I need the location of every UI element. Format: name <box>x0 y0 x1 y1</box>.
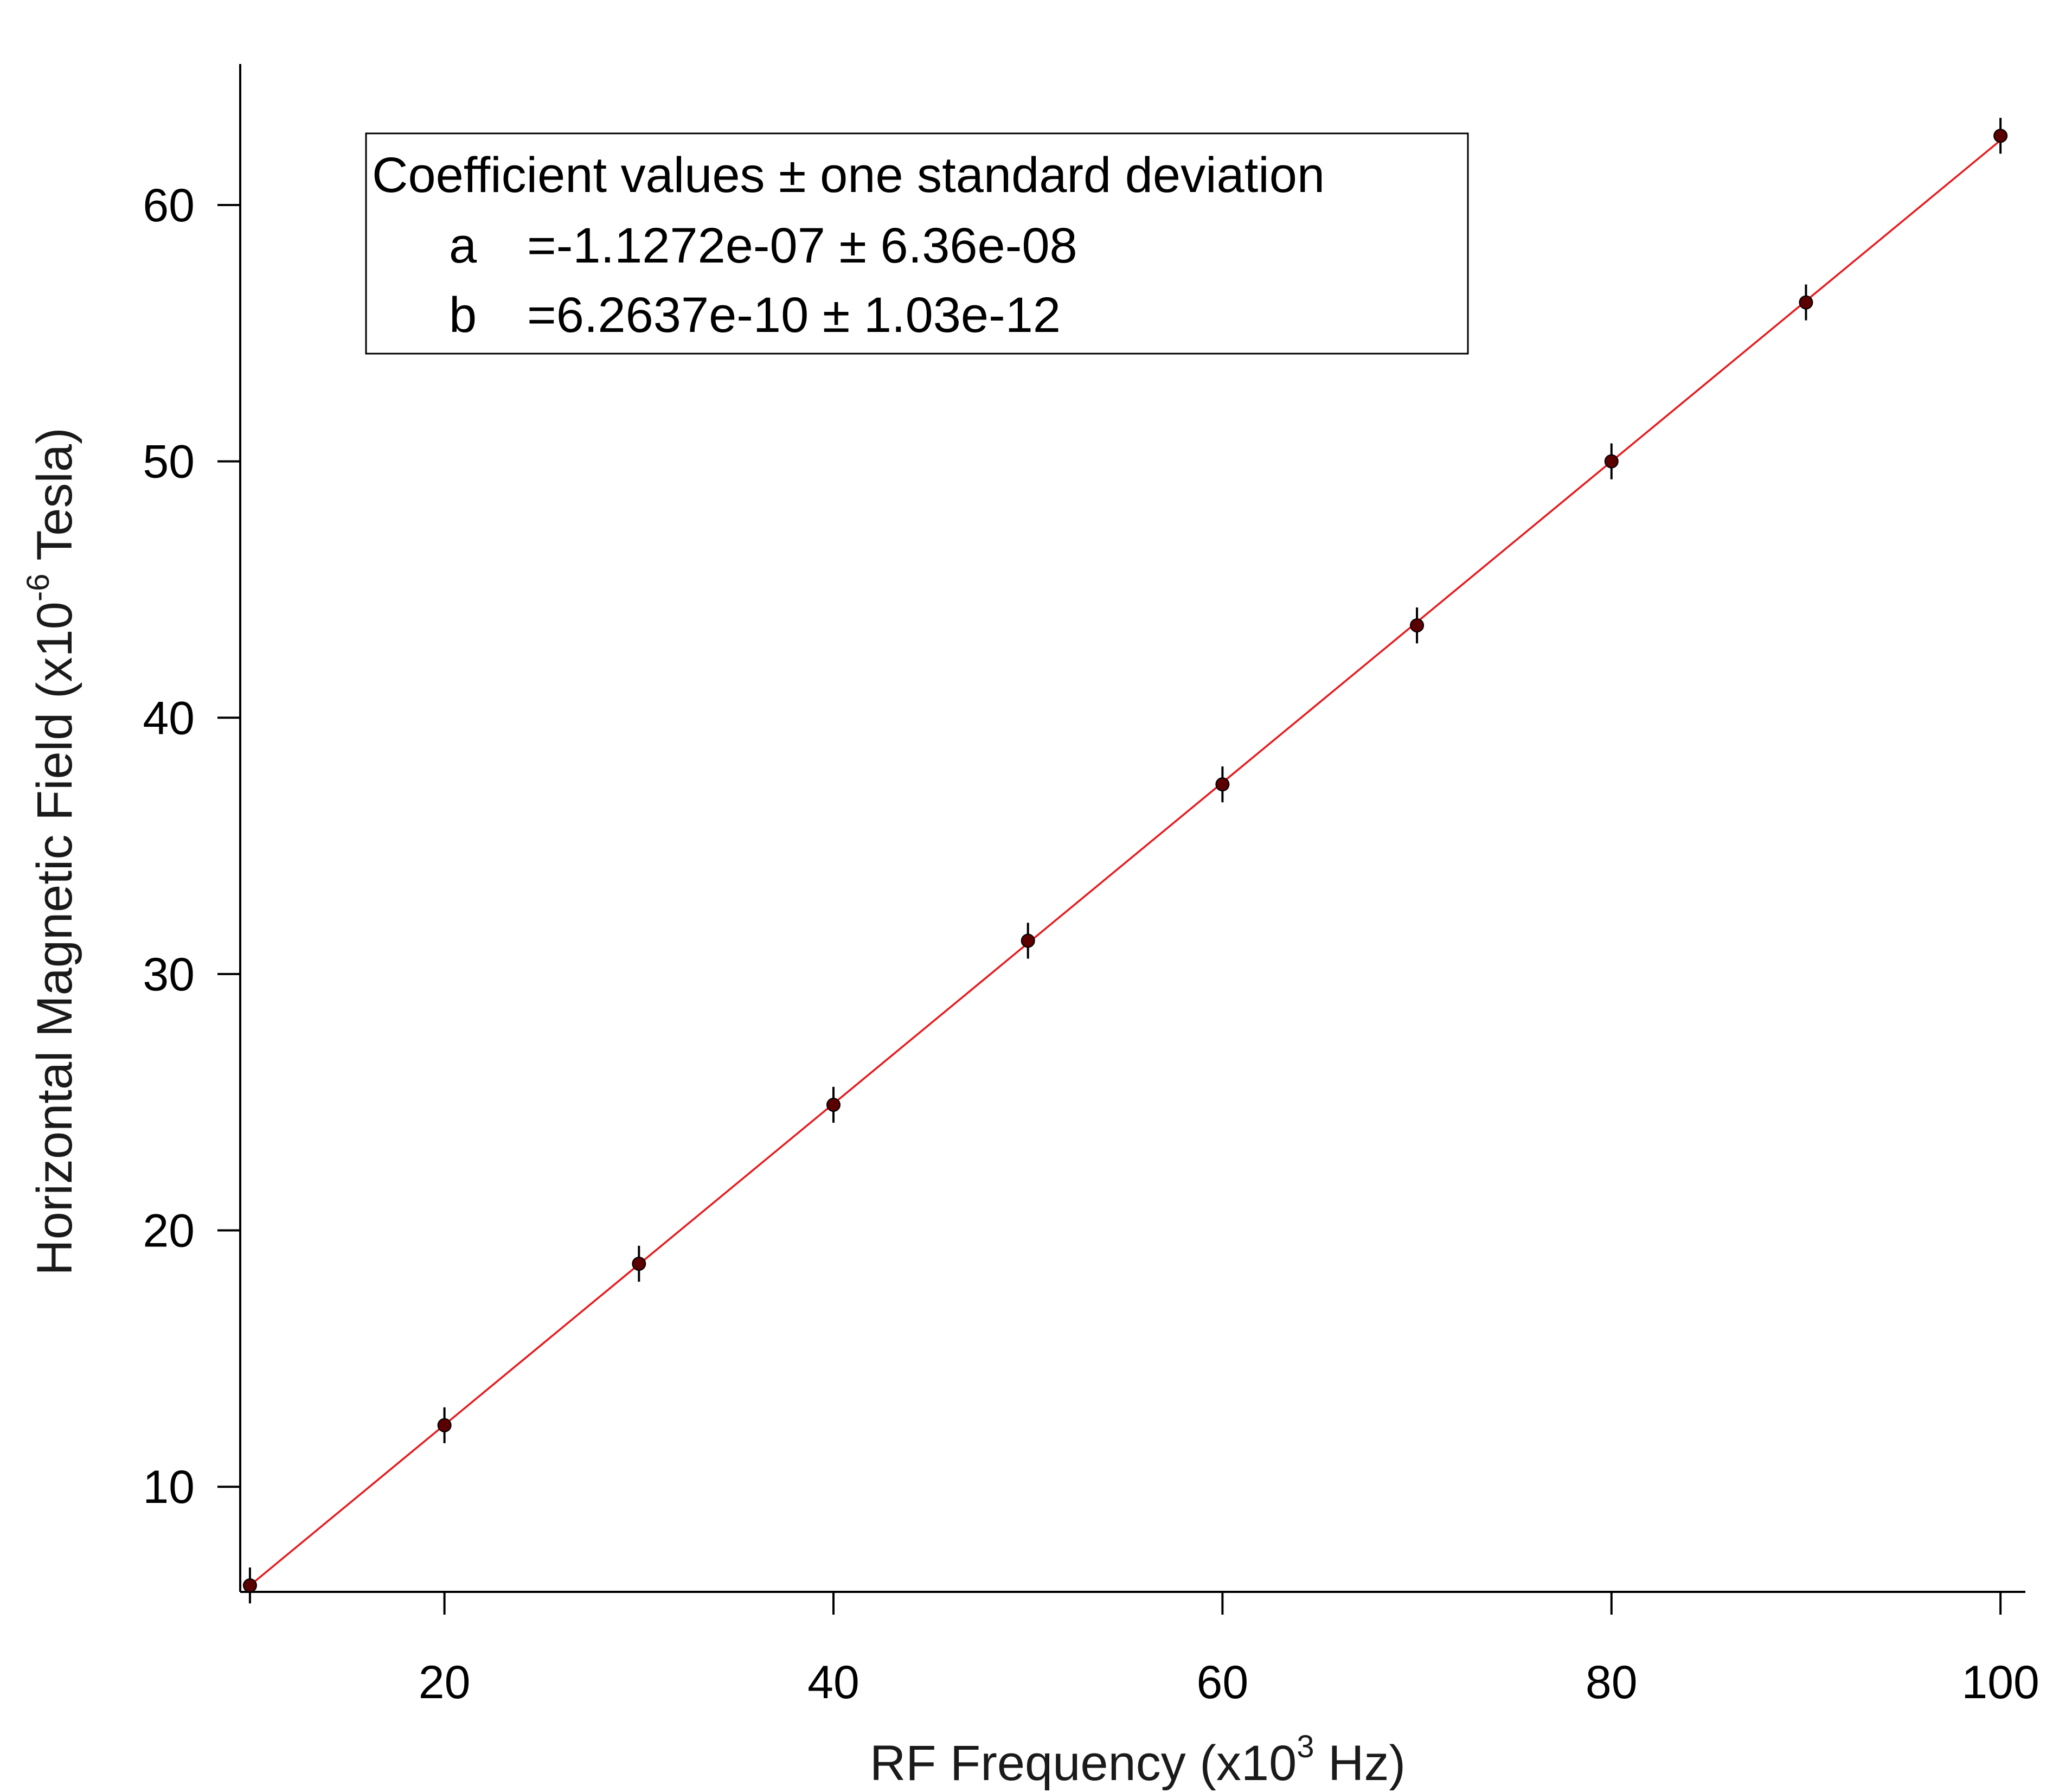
coefficient-b-name: b <box>449 287 477 343</box>
x-tick-label: 20 <box>419 1656 471 1708</box>
data-marker <box>1410 618 1425 633</box>
coefficient-box-frame <box>365 132 1469 355</box>
y-axis-title-exponent: -6 <box>21 574 56 602</box>
x-axis-title-exponent: 3 <box>1297 1729 1314 1764</box>
y-tick-label: 50 <box>143 436 195 488</box>
data-point <box>1993 118 2008 154</box>
data-marker <box>1604 454 1619 469</box>
data-marker <box>1021 933 1035 948</box>
data-marker <box>826 1097 841 1112</box>
data-point <box>1604 443 1619 479</box>
y-tick-label: 40 <box>143 692 195 744</box>
fit-layer <box>249 139 2002 1586</box>
data-marker <box>632 1257 646 1271</box>
data-point <box>1410 607 1425 644</box>
y-axis-title: Horizontal Magnetic Field (x10-6 Tesla) <box>21 427 82 1275</box>
data-marker <box>242 1578 257 1593</box>
coefficient-b-value: =6.2637e-10 ± 1.03e-12 <box>527 287 1061 343</box>
y-tick-label: 30 <box>143 949 195 1001</box>
fit-line <box>249 139 2002 1586</box>
y-ticks: 10 20 30 40 50 60 <box>143 180 240 1513</box>
data-point <box>1799 284 1813 321</box>
y-axis-title-tail: Tesla) <box>27 427 82 573</box>
data-point <box>437 1407 452 1443</box>
x-tick-label: 100 <box>1961 1656 2039 1708</box>
coefficient-a-name: a <box>449 218 477 273</box>
data-layer <box>242 118 2008 1604</box>
data-marker <box>1215 777 1230 792</box>
data-point <box>242 1567 257 1604</box>
y-axis-title-main: Horizontal Magnetic Field (x10 <box>27 601 82 1276</box>
data-point <box>1021 923 1035 959</box>
data-marker <box>1799 295 1813 310</box>
x-axis-title-main: RF Frequency (x10 <box>870 1736 1297 1791</box>
axes: 20 40 60 80 100 10 20 30 40 50 60 <box>143 64 2039 1708</box>
y-tick-label: 20 <box>143 1205 195 1257</box>
data-marker <box>437 1418 452 1432</box>
x-tick-label: 80 <box>1586 1656 1638 1708</box>
x-tick-label: 60 <box>1197 1656 1249 1708</box>
y-tick-label: 10 <box>143 1461 195 1513</box>
x-ticks: 20 40 60 80 100 <box>419 1592 2039 1708</box>
coefficient-box: Coefficient values ± one standard deviat… <box>365 132 1469 355</box>
data-marker <box>1993 129 2008 143</box>
x-axis-title: RF Frequency (x103 Hz) <box>870 1729 1406 1791</box>
coefficient-a-value: =-1.1272e-07 ± 6.36e-08 <box>527 218 1077 273</box>
y-tick-label: 60 <box>143 180 195 232</box>
data-point <box>632 1245 646 1282</box>
x-tick-label: 40 <box>807 1656 859 1708</box>
coefficient-box-title: Coefficient values ± one standard deviat… <box>372 148 1325 203</box>
x-axis-title-tail: Hz) <box>1314 1736 1406 1791</box>
data-point <box>1215 766 1230 803</box>
data-point <box>826 1086 841 1123</box>
